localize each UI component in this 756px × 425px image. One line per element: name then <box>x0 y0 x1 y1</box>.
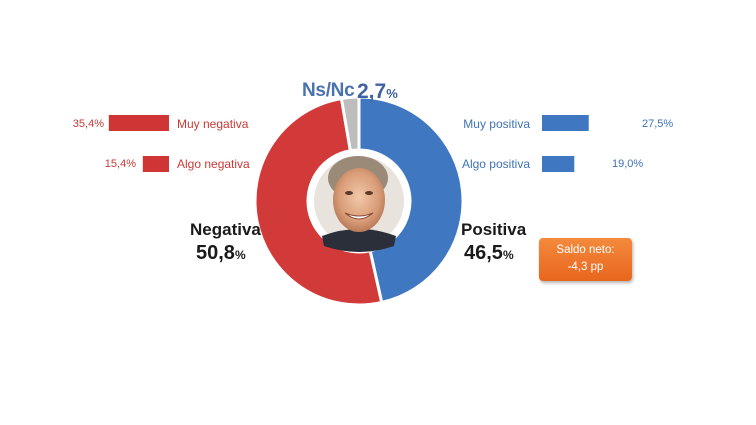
positiva-label: Positiva <box>461 220 527 239</box>
muy-negativa-label: Muy negativa <box>177 117 249 131</box>
bar-algo-negativa <box>142 156 169 172</box>
bar-algo-positiva <box>542 156 575 172</box>
muy-negativa-value: 35,4% <box>72 118 104 130</box>
positiva-value: 46,5% <box>464 242 514 264</box>
algo-positiva-label: Algo positiva <box>461 157 530 171</box>
donut-slices <box>253 95 465 307</box>
bar-muy-positiva <box>542 115 589 131</box>
breakdown-bars <box>108 115 589 172</box>
negativa-value: 50,8% <box>196 242 246 264</box>
algo-negativa-value: 15,4% <box>104 158 136 170</box>
saldo-neto-value: -4,3 pp <box>567 261 604 273</box>
algo-negativa-label: Algo negativa <box>177 157 250 171</box>
portrait-photo-icon <box>308 150 410 252</box>
algo-positiva-value: 19,0% <box>612 158 644 170</box>
saldo-neto-badge: Saldo neto: -4,3 pp <box>539 238 632 281</box>
negativa-label: Negativa <box>190 220 261 239</box>
muy-positiva-label: Muy positiva <box>463 117 530 131</box>
muy-positiva-value: 27,5% <box>642 118 674 130</box>
nsnc-label: Ns/Nc <box>302 80 355 101</box>
nsnc-value: 2,7% <box>357 80 398 103</box>
bar-muy-negativa <box>108 115 169 131</box>
saldo-neto-label: Saldo neto: <box>556 244 615 256</box>
